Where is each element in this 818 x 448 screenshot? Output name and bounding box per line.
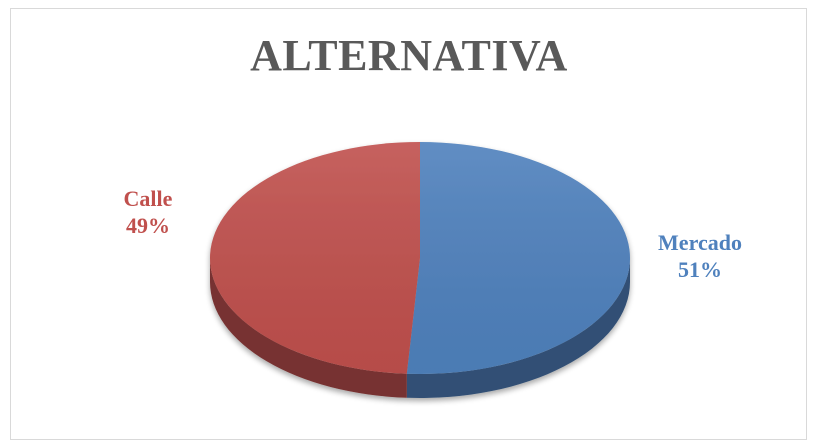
category-label: Mercado: [658, 230, 742, 255]
pie-top-sheen: [210, 142, 630, 374]
percent-label: 49%: [126, 213, 170, 238]
percent-label: 51%: [678, 257, 722, 282]
chart-title: ALTERNATIVA: [250, 31, 568, 80]
pie-side-calle: [210, 258, 407, 398]
category-label: Calle: [124, 186, 173, 211]
data-label-mercado: Mercado 51%: [658, 230, 742, 282]
data-label-calle: Calle 49%: [124, 186, 173, 238]
pie-side-mercado: [406, 258, 630, 398]
